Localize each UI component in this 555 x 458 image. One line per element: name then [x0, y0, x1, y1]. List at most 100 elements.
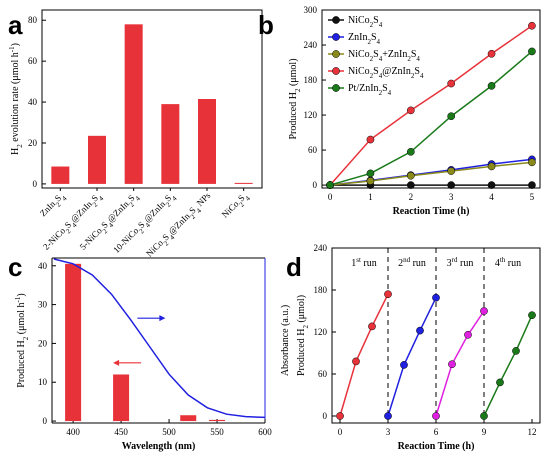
data-point: [528, 21, 536, 30]
y-tick-label: 240: [314, 243, 328, 253]
x-tick-label: 450: [114, 427, 128, 437]
bar: [124, 24, 143, 184]
series-line: [329, 158, 533, 186]
data-point: [368, 322, 376, 331]
y-tick-label: 10: [38, 377, 48, 387]
legend-marker: [332, 67, 340, 75]
series-line: [387, 297, 437, 417]
data-point: [528, 47, 536, 56]
data-point: [326, 181, 334, 189]
y-tick-label: 30: [38, 300, 48, 310]
legend-marker: [332, 16, 340, 24]
data-point: [384, 412, 392, 420]
data-point: [464, 330, 472, 339]
legend-label: Pt/ZnIn2S4: [348, 83, 392, 97]
data-point: [528, 311, 536, 320]
data-point: [336, 412, 344, 420]
data-point: [487, 162, 496, 171]
bar: [161, 104, 180, 184]
legend-label: ZnIn2S4: [348, 32, 381, 46]
x-tick-label: 550: [210, 427, 224, 437]
data-point: [528, 181, 536, 189]
y-tick-label: 0: [43, 416, 48, 426]
series-line: [435, 310, 485, 417]
data-point: [447, 167, 456, 175]
bar: [65, 263, 82, 422]
y-tick-label: 120: [304, 110, 318, 120]
y-tick-label: 0: [313, 180, 318, 190]
run-label: 2nd run: [398, 256, 426, 269]
data-point: [406, 181, 415, 189]
category-label: NiCo2S4@ZnIn2S4 NPs: [144, 190, 215, 261]
series-line: [339, 293, 389, 417]
y-tick-label: 180: [314, 285, 328, 295]
y-tick-label: 300: [304, 5, 318, 15]
x-tick-label: 6: [434, 427, 439, 437]
y-axis-label: Produced H2 (μmol): [288, 58, 302, 139]
data-point: [366, 135, 375, 144]
legend-marker: [332, 84, 340, 92]
panel-letter-a: a: [8, 10, 23, 40]
y-tick-label: 120: [314, 327, 328, 337]
data-point: [352, 357, 360, 366]
x-tick-label: 600: [258, 427, 272, 437]
data-point: [487, 49, 496, 58]
panel-letter-c: c: [8, 252, 22, 282]
data-point: [447, 181, 456, 189]
legend-marker: [332, 33, 340, 41]
plot-frame: [321, 9, 541, 189]
category-label: ZnIn2S4: [38, 190, 69, 221]
absorbance-curve: [53, 258, 266, 419]
x-tick-label: 12: [528, 427, 537, 437]
data-point: [432, 412, 440, 420]
series-line: [329, 25, 533, 186]
bar: [113, 374, 130, 422]
plot-frame: [41, 9, 263, 189]
legend-label: NiCo2S4@ZnIn2S4: [348, 66, 424, 80]
run-label: 3rd run: [447, 256, 474, 269]
y-tick-label: 60: [318, 369, 328, 379]
data-point: [528, 158, 536, 167]
data-point: [366, 177, 375, 185]
y-tick-label: 20: [38, 338, 48, 348]
data-point: [366, 169, 375, 178]
data-point: [480, 412, 488, 420]
data-point: [487, 82, 496, 90]
data-point: [447, 112, 456, 121]
data-point: [512, 347, 520, 355]
x-tick-label: 3: [449, 192, 454, 202]
bar: [180, 415, 197, 422]
panel-letter-b: b: [258, 10, 274, 40]
x-axis-label: Reaction Time (h): [393, 206, 470, 217]
x-tick-label: 5: [530, 192, 535, 202]
data-point: [406, 171, 415, 180]
bar: [51, 166, 70, 184]
legend-label: NiCo2S4+ZnIn2S4: [348, 49, 420, 63]
bar: [209, 419, 226, 422]
bar: [88, 135, 106, 184]
data-point: [406, 147, 415, 156]
panel-letter-d: d: [286, 252, 302, 282]
y-tick-label: 180: [304, 75, 318, 85]
run-label: 1st run: [351, 256, 377, 269]
run-label: 4th run: [495, 256, 521, 269]
data-point: [487, 181, 496, 189]
y-tick-label: 0: [33, 179, 38, 189]
x-tick-label: 0: [328, 192, 333, 202]
bar: [234, 182, 253, 184]
bar: [198, 99, 216, 184]
y-tick-label: 20: [28, 138, 38, 148]
y-tick-label: 60: [28, 56, 38, 66]
x-tick-label: 2: [409, 192, 414, 202]
y-tick-label: 40: [28, 97, 38, 107]
x-tick-label: 1: [368, 192, 373, 202]
series-line: [329, 161, 533, 186]
x-tick-label: 9: [482, 427, 487, 437]
data-point: [384, 290, 392, 299]
data-point: [480, 307, 488, 315]
arrow-right-head: [159, 315, 166, 322]
data-point: [416, 326, 424, 335]
series-line: [329, 50, 533, 186]
